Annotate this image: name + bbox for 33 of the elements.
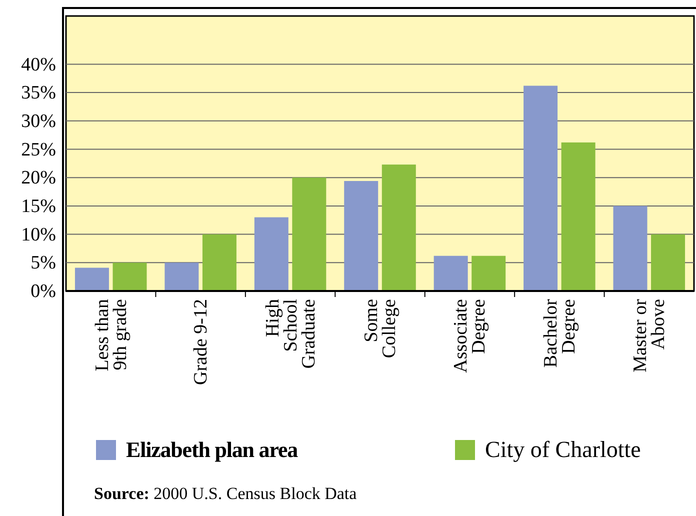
bar bbox=[344, 181, 378, 291]
y-tick-label: 15% bbox=[21, 196, 56, 218]
legend-label: Elizabeth plan area bbox=[126, 437, 298, 462]
y-tick-label: 0% bbox=[30, 281, 56, 302]
y-tick-label: 20% bbox=[21, 168, 56, 189]
x-tick-label: Less than 9th grade bbox=[92, 298, 131, 372]
bar bbox=[651, 234, 686, 291]
y-tick-label: 10% bbox=[21, 224, 56, 246]
x-tick-label: Bachelor Degree bbox=[540, 298, 580, 368]
bar bbox=[254, 217, 288, 291]
bar bbox=[472, 256, 506, 291]
bar bbox=[292, 178, 326, 291]
y-tick-label: 25% bbox=[21, 139, 56, 160]
x-tick-label: Some College bbox=[361, 299, 400, 358]
bar bbox=[164, 262, 199, 291]
bar bbox=[74, 268, 109, 291]
bar bbox=[202, 234, 236, 291]
source-note: Source: 2000 U.S. Census Block Data bbox=[94, 484, 358, 503]
y-tick-label: 35% bbox=[21, 82, 56, 104]
bar bbox=[382, 164, 416, 291]
x-tick-label: Associate Degree bbox=[450, 299, 490, 373]
legend-label: City of Charlotte bbox=[485, 437, 641, 462]
bar bbox=[561, 142, 596, 291]
y-tick-label: 5% bbox=[30, 252, 56, 274]
bar bbox=[112, 262, 147, 291]
x-tick-label: High School Graduate bbox=[262, 298, 320, 369]
bar bbox=[434, 256, 468, 291]
x-tick-label: Master or Above bbox=[630, 298, 670, 372]
bar bbox=[613, 206, 648, 291]
y-tick-label: 40% bbox=[21, 54, 56, 76]
y-tick-label: 30% bbox=[21, 110, 56, 132]
bar bbox=[524, 86, 558, 291]
x-tick-label: Grade 9-12 bbox=[190, 299, 212, 385]
